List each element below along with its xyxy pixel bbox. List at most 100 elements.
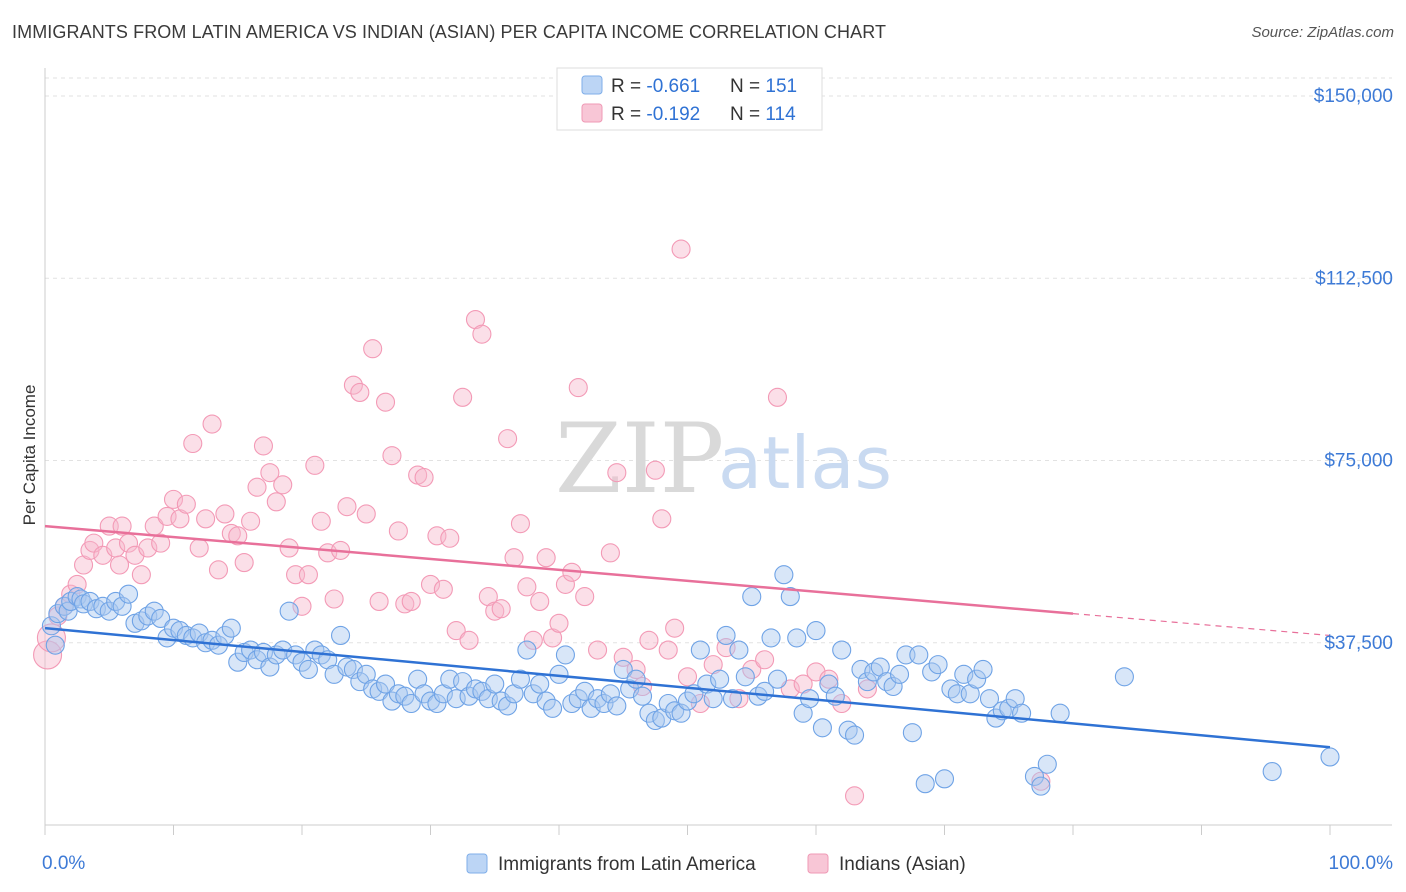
point-indians <box>298 565 318 585</box>
point-indians <box>131 565 151 585</box>
point-indians <box>523 630 543 650</box>
point-indians <box>260 463 280 483</box>
point-latin-america <box>298 659 318 680</box>
point-latin-america <box>144 601 164 621</box>
point-indians <box>459 630 479 650</box>
legend-r-value: -0.192 <box>646 104 700 125</box>
point-latin-america <box>806 621 826 641</box>
point-indians <box>600 543 620 563</box>
point-latin-america <box>530 674 550 694</box>
point-indians <box>138 538 158 558</box>
point-indians <box>305 455 325 475</box>
point-latin-america <box>909 645 929 665</box>
point-indians <box>208 560 229 580</box>
point-latin-america <box>221 618 241 638</box>
point-latin-america <box>99 601 119 621</box>
point-indians <box>228 526 248 546</box>
point-latin-america <box>382 691 402 711</box>
point-indians <box>382 446 402 466</box>
point-indians <box>414 467 434 488</box>
point-indians <box>189 538 209 558</box>
point-latin-america <box>742 587 762 607</box>
x-tick-label-left: 0.0% <box>42 853 85 874</box>
point-indians <box>755 650 775 670</box>
point-indians <box>420 574 441 594</box>
point-latin-america <box>626 669 646 689</box>
point-latin-america <box>889 664 910 684</box>
point-indians <box>369 591 389 611</box>
point-latin-america <box>1024 766 1044 786</box>
point-latin-america <box>690 640 710 660</box>
point-indians <box>151 533 171 553</box>
point-indians <box>311 511 331 531</box>
point-latin-america <box>260 657 280 677</box>
point-indians <box>575 587 595 607</box>
point-latin-america <box>767 669 788 689</box>
chart-title: IMMIGRANTS FROM LATIN AMERICA VS INDIAN … <box>12 22 887 42</box>
point-latin-america <box>787 628 807 648</box>
y-tick-label: $112,500 <box>1315 268 1393 289</box>
point-indians <box>109 555 130 575</box>
point-latin-america <box>600 684 620 704</box>
point-indians <box>665 618 685 638</box>
point-indians <box>677 667 698 687</box>
point-indians <box>350 382 370 403</box>
point-indians <box>234 553 254 573</box>
point-latin-america <box>934 769 955 789</box>
point-indians <box>671 239 691 259</box>
point-indians <box>491 599 511 619</box>
point-latin-america <box>459 686 479 706</box>
point-indians <box>176 494 196 514</box>
point-latin-america <box>1037 754 1057 774</box>
point-latin-america <box>973 659 993 680</box>
point-latin-america <box>607 696 627 716</box>
point-indians <box>112 516 132 536</box>
point-latin-america <box>401 693 421 714</box>
point-latin-america <box>1320 747 1340 767</box>
svg-text:N = 114: N = 114 <box>730 104 796 125</box>
point-latin-america <box>844 725 865 745</box>
point-latin-america <box>279 601 299 621</box>
point-indians <box>375 392 396 412</box>
point-latin-america <box>536 691 556 711</box>
legend-r-value: -0.661 <box>646 76 700 97</box>
point-indians <box>498 429 518 449</box>
point-indians <box>658 640 678 660</box>
series-legend: Immigrants from Latin America Indians (A… <box>466 853 966 875</box>
point-latin-america <box>864 662 884 682</box>
point-latin-america <box>729 640 749 660</box>
point-latin-america <box>902 723 922 743</box>
point-indians <box>472 324 492 344</box>
point-indians <box>183 433 203 454</box>
point-latin-america <box>80 591 100 611</box>
legend-series-latin-america: Immigrants from Latin America <box>498 854 756 875</box>
point-latin-america <box>543 698 563 718</box>
point-latin-america <box>93 596 113 616</box>
point-latin-america <box>1031 776 1051 796</box>
point-latin-america <box>735 667 755 687</box>
point-latin-america <box>1114 667 1134 687</box>
point-latin-america <box>671 703 691 723</box>
point-indians <box>273 475 293 495</box>
point-latin-america <box>375 674 396 694</box>
y-tick-label: $75,000 <box>1324 451 1393 472</box>
point-latin-america <box>774 565 794 585</box>
point-indians <box>639 630 659 650</box>
point-indians <box>517 577 537 597</box>
point-latin-america <box>112 596 132 616</box>
svg-text:N = 151: N = 151 <box>730 76 797 97</box>
point-latin-america <box>498 696 518 716</box>
point-latin-america <box>395 686 415 706</box>
point-indians <box>202 414 222 434</box>
point-indians <box>742 659 762 680</box>
point-latin-america <box>677 691 698 711</box>
data-points <box>33 239 1340 806</box>
point-latin-america <box>228 652 248 672</box>
point-latin-america <box>857 672 877 692</box>
point-latin-america <box>812 718 832 738</box>
watermark-atlas: atlas <box>718 421 892 505</box>
point-indians <box>530 591 550 611</box>
point-latin-america <box>369 681 389 701</box>
point-latin-america <box>517 640 537 660</box>
legend-n-value: 151 <box>765 76 797 97</box>
